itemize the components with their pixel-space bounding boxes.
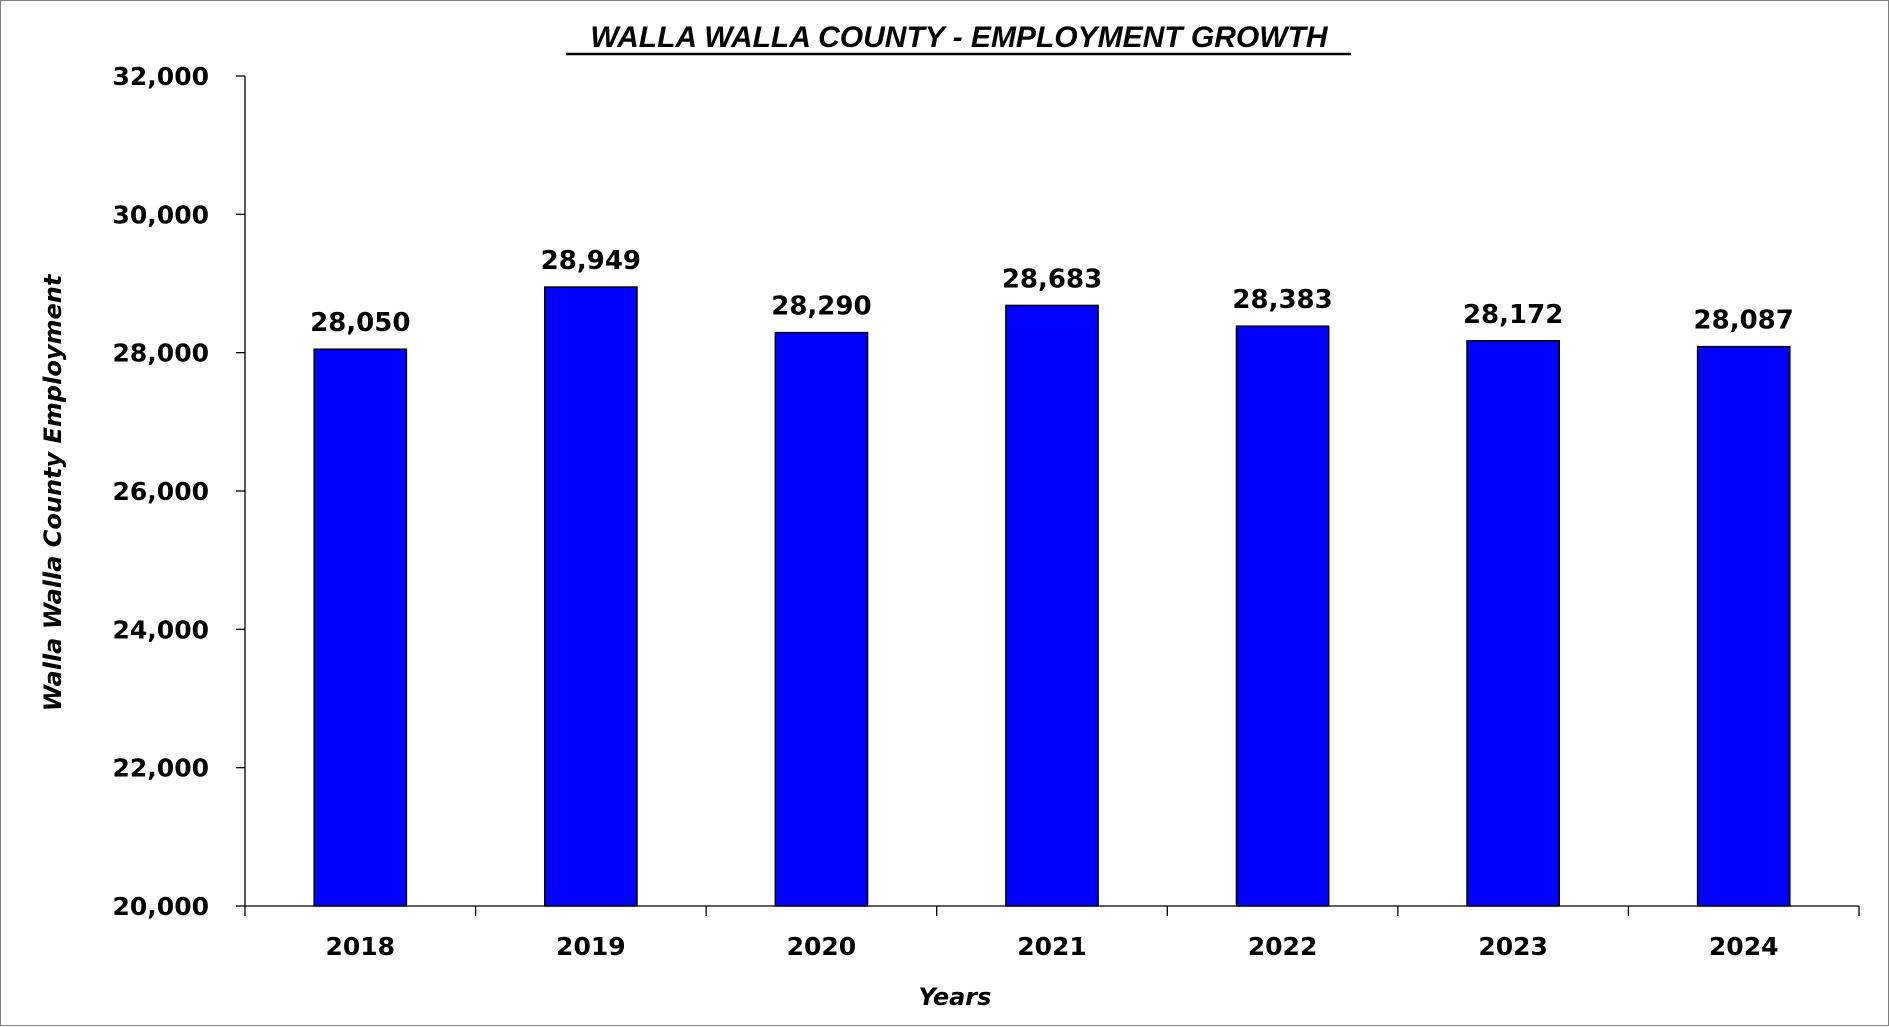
bar-2018 xyxy=(313,348,408,907)
y-tick-label: 22,000 xyxy=(113,754,209,783)
y-tick-label: 30,000 xyxy=(113,200,209,229)
x-tick-label-2021: 2021 xyxy=(1017,932,1087,961)
x-tick-label-2019: 2019 xyxy=(556,932,626,961)
data-label-2024: 28,087 xyxy=(1694,306,1794,336)
y-tick-label: 24,000 xyxy=(113,615,209,644)
bar-2023 xyxy=(1466,340,1561,907)
x-axis-title: Years xyxy=(919,983,992,1011)
y-tick-label: 32,000 xyxy=(113,62,209,91)
data-labels-layer: 28,050 28,949 28,290 28,683 28,383 28,172 28,0… xyxy=(310,246,1794,338)
x-axis: 2018 2019 2020 2021 2022 2023 2024 xyxy=(244,905,1860,961)
bar-2022 xyxy=(1235,325,1330,907)
y-axis-title: Walla Walla County Employment xyxy=(39,273,67,711)
data-label-2023: 28,172 xyxy=(1463,300,1563,330)
x-tick-label-2023: 2023 xyxy=(1478,932,1548,961)
y-tick-label: 20,000 xyxy=(113,892,209,921)
x-tick-label-2022: 2022 xyxy=(1248,932,1318,961)
y-tick-label: 28,000 xyxy=(113,339,209,368)
data-label-2022: 28,383 xyxy=(1232,285,1332,315)
y-axis: 20,000 22,000 24,000 26,000 28,000 30,000 32,0… xyxy=(113,62,246,921)
bars-layer xyxy=(313,286,1791,907)
y-tick-label: 26,000 xyxy=(113,477,209,506)
data-label-2019: 28,949 xyxy=(541,246,641,276)
bar-2020 xyxy=(774,331,869,907)
data-label-2021: 28,683 xyxy=(1002,264,1102,294)
bar-2021 xyxy=(1005,304,1099,907)
x-tick-label-2024: 2024 xyxy=(1709,932,1779,961)
x-tick-label-2018: 2018 xyxy=(325,932,395,961)
data-label-2020: 28,290 xyxy=(771,292,871,322)
bar-2024 xyxy=(1696,345,1791,907)
chart-title: WALLA WALLA COUNTY - EMPLOYMENT GROWTH xyxy=(590,21,1328,54)
bar-2019 xyxy=(543,286,638,907)
x-tick-label-2020: 2020 xyxy=(787,932,857,961)
data-label-2018: 28,050 xyxy=(310,308,410,338)
